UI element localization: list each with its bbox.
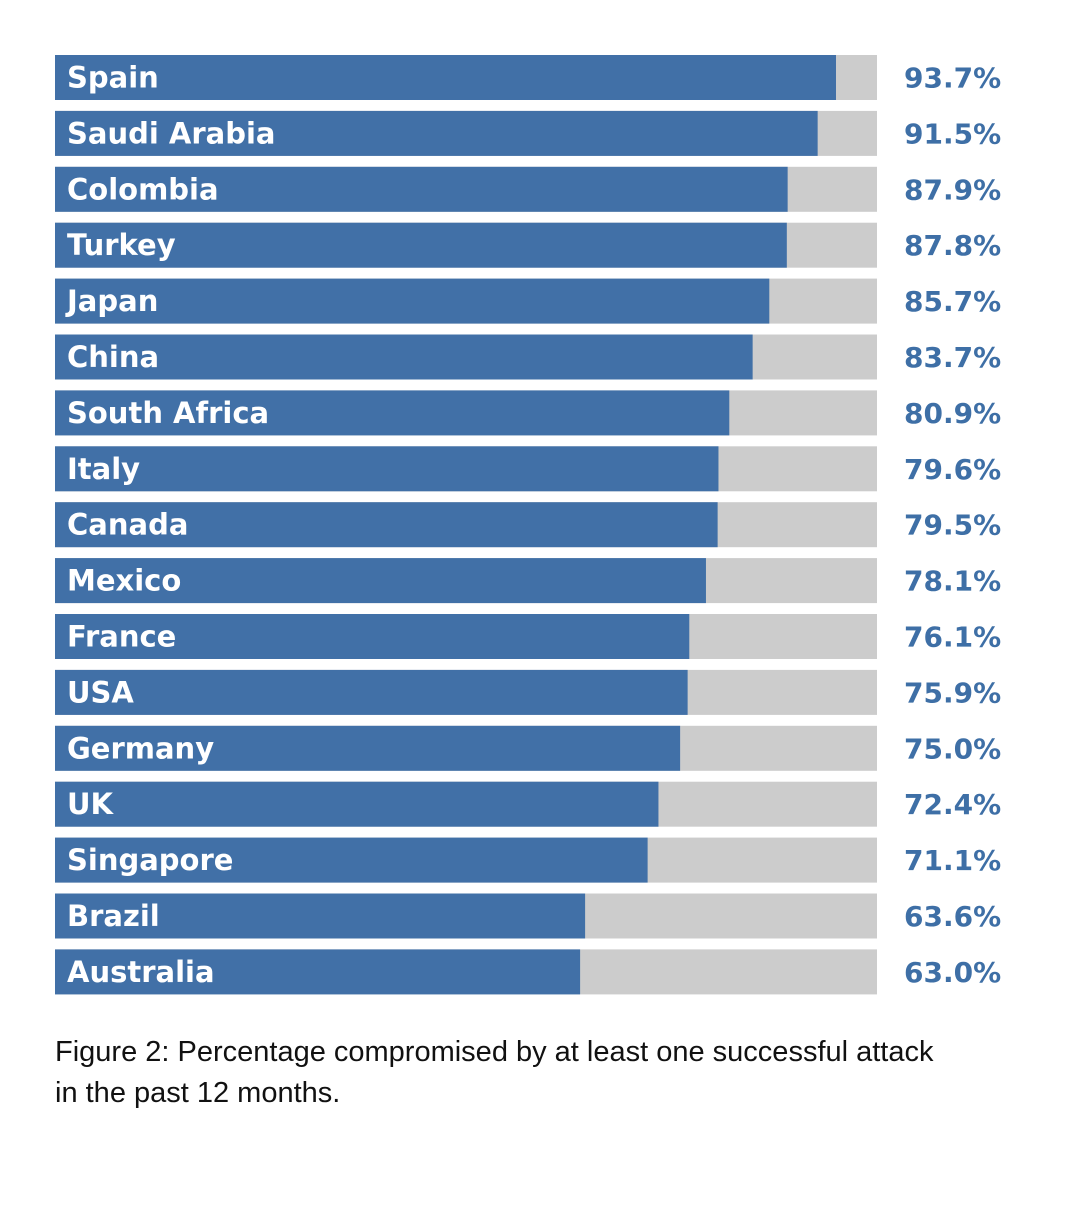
value-label: 63.0%	[904, 956, 1001, 989]
bar	[55, 502, 718, 548]
bar-row: Canada 79.5%	[55, 502, 1001, 548]
figure-caption: Figure 2: Percentage compromised by at l…	[55, 1036, 934, 1109]
value-label: 78.1%	[904, 565, 1001, 598]
bar-row: Germany 75.0%	[55, 725, 1001, 771]
bar-row: USA 75.9%	[55, 669, 1001, 715]
category-label: Germany	[67, 731, 214, 765]
bar	[55, 669, 688, 715]
bar	[55, 837, 648, 883]
bar	[55, 725, 681, 771]
bar	[55, 781, 659, 827]
category-label: Saudi Arabia	[67, 116, 275, 150]
bar	[55, 949, 581, 995]
bar-row: Colombia 87.9%	[55, 166, 1001, 212]
value-label: 83.7%	[904, 341, 1001, 374]
category-label: Italy	[67, 452, 140, 486]
bar	[55, 278, 770, 324]
bar-row: UK 72.4%	[55, 781, 1001, 827]
bar-row: Japan 85.7%	[55, 278, 1001, 324]
value-label: 87.9%	[904, 173, 1001, 206]
category-label: Singapore	[67, 843, 233, 877]
bar-row: Australia 63.0%	[55, 949, 1001, 995]
category-label: France	[67, 620, 176, 654]
bar-row: Spain 93.7%	[55, 55, 1001, 100]
bar-row: Brazil 63.6%	[55, 893, 1001, 939]
category-label: UK	[67, 787, 115, 821]
category-label: China	[67, 340, 159, 374]
category-label: Canada	[67, 508, 188, 542]
value-label: 91.5%	[904, 117, 1001, 150]
value-label: 72.4%	[904, 788, 1001, 821]
value-label: 79.5%	[904, 509, 1001, 542]
value-label: 76.1%	[904, 621, 1001, 654]
bar-row: China 83.7%	[55, 334, 1001, 380]
bar	[55, 558, 706, 604]
bar	[55, 110, 818, 156]
value-label: 71.1%	[904, 844, 1001, 877]
bar-row: France 76.1%	[55, 614, 1001, 659]
category-label: Japan	[65, 284, 158, 318]
bar	[55, 446, 719, 492]
value-label: 75.0%	[904, 732, 1001, 765]
value-label: 80.9%	[904, 397, 1001, 430]
bar-row: Saudi Arabia 91.5%	[55, 110, 1001, 156]
bar-row: Mexico 78.1%	[55, 558, 1001, 604]
category-label: Colombia	[67, 172, 219, 206]
bar	[55, 55, 836, 100]
category-label: Mexico	[67, 564, 181, 598]
category-label: Turkey	[67, 228, 176, 262]
category-label: South Africa	[67, 396, 269, 430]
value-label: 79.6%	[904, 453, 1001, 486]
bar-row: Singapore 71.1%	[55, 837, 1001, 883]
category-label: Australia	[67, 955, 215, 989]
bar	[55, 893, 586, 939]
category-label: Spain	[67, 61, 159, 95]
value-label: 85.7%	[904, 285, 1001, 318]
value-label: 75.9%	[904, 676, 1001, 709]
bar-chart: Spain 93.7% Saudi Arabia 91.5% Colombia 87.9%…	[55, 55, 1001, 995]
value-label: 63.6%	[904, 900, 1001, 933]
bar-row: South Africa 80.9%	[55, 390, 1001, 436]
value-label: 93.7%	[904, 62, 1001, 95]
bar	[55, 390, 730, 436]
category-label: Brazil	[67, 899, 160, 933]
bar	[55, 334, 753, 380]
bar	[55, 166, 788, 212]
value-label: 87.8%	[904, 229, 1001, 262]
bar	[55, 614, 690, 659]
category-label: USA	[67, 675, 134, 709]
bar	[55, 222, 787, 268]
bar-row: Italy 79.6%	[55, 446, 1001, 492]
bar-row: Turkey 87.8%	[55, 222, 1001, 268]
